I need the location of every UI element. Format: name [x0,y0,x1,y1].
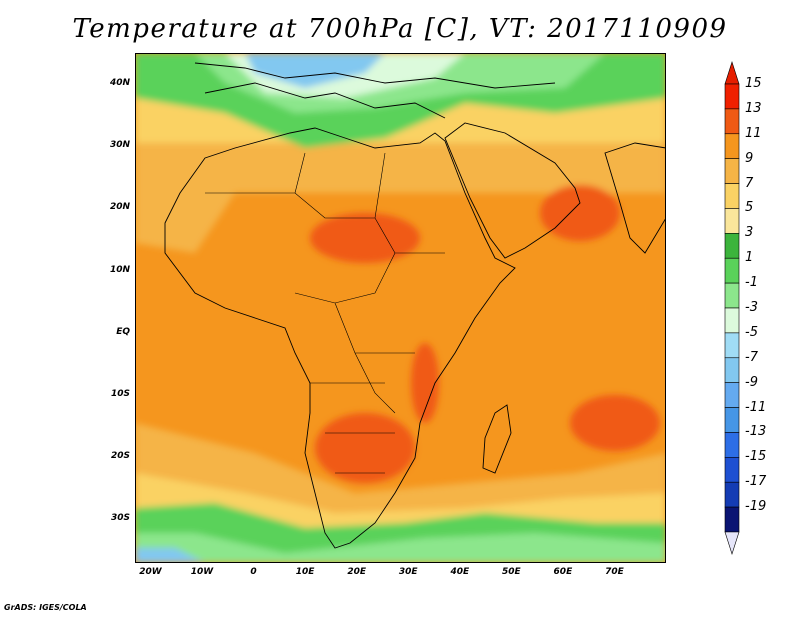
colorbar-swatch [724,108,740,135]
lat-tick-label: 30N [109,140,130,151]
colorbar-swatch [724,432,740,458]
europe-coast [194,62,556,89]
colorbar-swatch [724,506,740,533]
lat-tick-label: 10S [110,389,130,400]
colorbar-swatch [724,382,740,408]
colorbar-swatch [724,257,740,284]
colorbar-swatch [724,481,740,508]
lat-tick-label: 20S [110,451,130,462]
colorbar-swatch [724,457,740,483]
colorbar-tick-label: -5 [745,324,758,340]
lat-tick-label: 40N [109,78,130,89]
lon-tick-label: 40E [450,567,470,577]
warm-core-arabia [540,185,620,241]
lon-tick-label: 10E [295,567,315,577]
lon-tick-label: 30E [398,567,418,577]
colorbar-tick-label: 1 [745,250,754,266]
colorbar-tick-label: -11 [745,399,767,415]
credit-text: GrADS: IGES/COLA [4,603,87,612]
field-south-cold [135,548,205,563]
lon-tick-label: 20E [347,567,367,577]
colorbar-tick-label: 3 [745,225,754,241]
colorbar-swatch [724,83,740,110]
coastlines [164,62,666,549]
colorbar-tick-label: 13 [745,100,762,116]
colorbar-under-arrow [724,531,740,555]
lon-tick-label: 0 [250,567,257,577]
warm-core-southern-africa [315,413,415,483]
colorbar-swatch [724,407,740,433]
colorbar-swatch [724,208,740,234]
africa-coastline [164,127,516,549]
lat-tick-label: 10N [109,264,130,275]
warm-core-east-africa [411,343,439,423]
colorbar-swatch [724,282,740,309]
colorbar-tick-label: 7 [745,175,754,191]
arabia-coastline [444,122,581,259]
colorbar-tick-label: 15 [745,76,762,91]
colorbar-tick-label: -7 [745,349,758,365]
colorbar-swatch [724,233,740,259]
colorbar-tick-label: 11 [745,125,762,141]
colorbar-swatch [724,133,740,159]
india-coastline [604,142,666,254]
colorbar-over-arrow [724,61,740,85]
lon-tick-label: 60E [553,567,573,577]
chart-title: Temperature at 700hPa [C], VT: 201711090… [72,14,728,44]
colorbar-tick-label: -3 [745,300,758,315]
field-band-cold [245,53,385,88]
warm-core-indian-ocean [570,395,660,451]
colorbar-swatch [724,183,740,209]
lat-tick-label: EQ [116,326,130,337]
map-panel [135,53,666,563]
colorbar-tick-label: 9 [745,150,754,166]
lon-tick-label: 50E [501,567,521,577]
madagascar-coastline [482,404,512,474]
colorbar-tick-label: 5 [745,200,754,216]
colorbar-tick-label: -17 [745,474,767,490]
lon-tick-label: 70E [605,567,624,577]
warm-core-sahel [310,213,420,263]
colorbar-tick-label: -13 [745,424,767,440]
field-south-m1-1 [135,533,666,563]
internal-borders [205,152,445,474]
colorbar-swatch [724,307,740,334]
colorbar-swatch [724,357,740,383]
colorbar-tick-label: -19 [745,499,767,515]
colorbar-tick-label: -15 [745,449,767,465]
mediterranean-coast [204,82,446,119]
colorbar-tick-label: -1 [745,275,758,291]
colorbar-swatch [724,158,740,184]
colorbar-swatch [724,332,740,359]
lon-tick-label: 20W [139,567,162,577]
lon-tick-label: 10W [190,567,214,577]
lat-tick-label: 20N [109,202,130,213]
temperature-map [135,53,666,563]
lat-tick-label: 30S [110,513,130,524]
colorbar-tick-label: -9 [745,374,758,390]
